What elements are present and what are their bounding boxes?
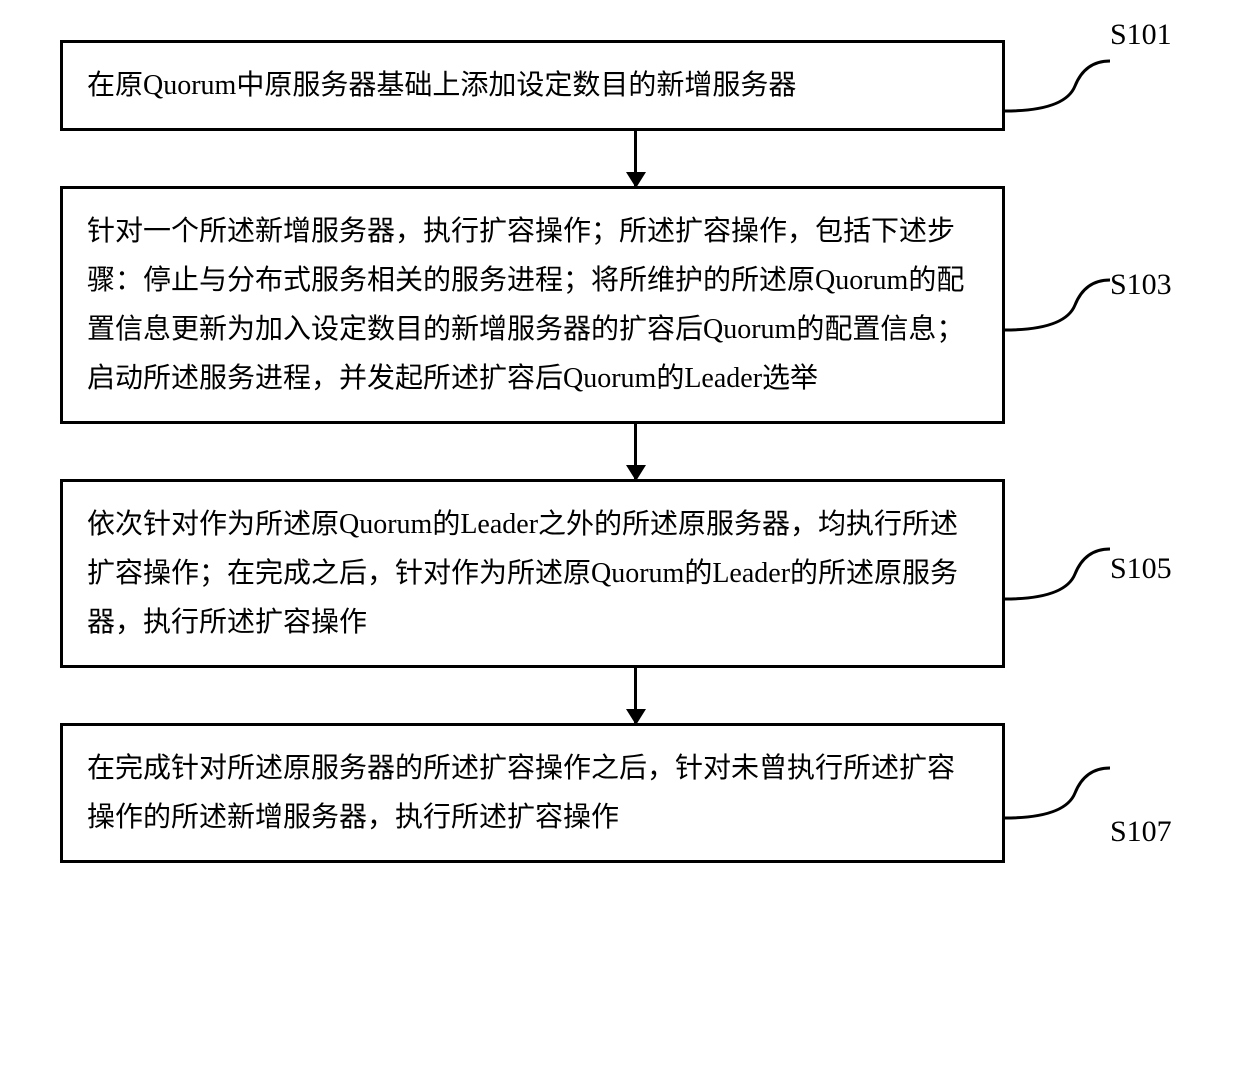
flowchart-container: 在原Quorum中原服务器基础上添加设定数目的新增服务器 针对一个所述新增服务器… — [30, 40, 1210, 863]
curve-icon — [1005, 56, 1110, 116]
arrow-down-icon — [634, 668, 637, 723]
step-box-4: 在完成针对所述原服务器的所述扩容操作之后，针对未曾执行所述扩容操作的所述新增服务… — [60, 723, 1005, 863]
label-connector-4 — [1005, 763, 1110, 823]
label-connector-3 — [1005, 544, 1110, 604]
step-text-4: 在完成针对所述原服务器的所述扩容操作之后，针对未曾执行所述扩容操作的所述新增服务… — [87, 744, 978, 842]
step-text-1: 在原Quorum中原服务器基础上添加设定数目的新增服务器 — [87, 61, 796, 110]
step-text-3: 依次针对作为所述原Quorum的Leader之外的所述原服务器，均执行所述扩容操… — [87, 500, 978, 647]
step-box-2: 针对一个所述新增服务器，执行扩容操作；所述扩容操作，包括下述步骤：停止与分布式服… — [60, 186, 1005, 424]
step-row-2: 针对一个所述新增服务器，执行扩容操作；所述扩容操作，包括下述步骤：停止与分布式服… — [30, 186, 1210, 424]
arrow-container-2 — [163, 424, 1108, 479]
curve-icon — [1005, 763, 1110, 823]
arrow-down-icon — [634, 131, 637, 186]
step-label-1: S101 — [1110, 18, 1172, 52]
step-label-4: S107 — [1110, 815, 1172, 849]
arrow-container-1 — [163, 131, 1108, 186]
curve-icon — [1005, 275, 1110, 335]
step-row-1: 在原Quorum中原服务器基础上添加设定数目的新增服务器 — [30, 40, 1210, 131]
label-connector-1 — [1005, 56, 1110, 116]
curve-icon — [1005, 544, 1110, 604]
step-label-2: S103 — [1110, 268, 1172, 302]
arrow-container-3 — [163, 668, 1108, 723]
step-text-2: 针对一个所述新增服务器，执行扩容操作；所述扩容操作，包括下述步骤：停止与分布式服… — [87, 207, 978, 403]
step-box-1: 在原Quorum中原服务器基础上添加设定数目的新增服务器 — [60, 40, 1005, 131]
arrow-down-icon — [634, 424, 637, 479]
step-box-3: 依次针对作为所述原Quorum的Leader之外的所述原服务器，均执行所述扩容操… — [60, 479, 1005, 668]
step-row-4: 在完成针对所述原服务器的所述扩容操作之后，针对未曾执行所述扩容操作的所述新增服务… — [30, 723, 1210, 863]
step-row-3: 依次针对作为所述原Quorum的Leader之外的所述原服务器，均执行所述扩容操… — [30, 479, 1210, 668]
step-label-3: S105 — [1110, 552, 1172, 586]
label-connector-2 — [1005, 275, 1110, 335]
